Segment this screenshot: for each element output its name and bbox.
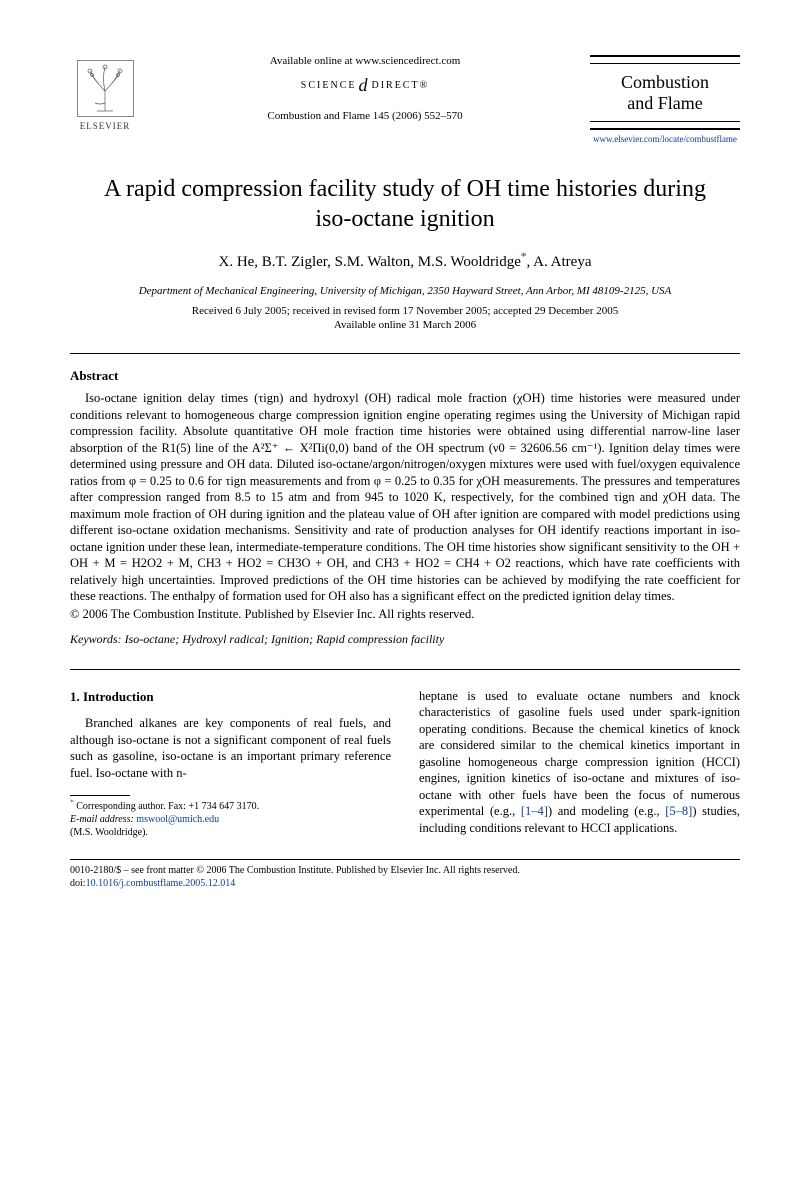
available-online-text: Available online at www.sciencedirect.co… bbox=[155, 55, 575, 67]
intro-heading: 1. Introduction bbox=[70, 688, 391, 705]
column-right: heptane is used to evaluate octane numbe… bbox=[419, 688, 740, 839]
journal-url[interactable]: www.elsevier.com/locate/combustflame bbox=[590, 134, 740, 144]
intro-col2a: heptane is used to evaluate octane numbe… bbox=[419, 689, 740, 819]
sd-text-left: SCIENCE bbox=[301, 80, 357, 91]
ref-link-2[interactable]: [5–8] bbox=[665, 804, 692, 818]
publisher-name: ELSEVIER bbox=[80, 121, 131, 131]
keywords-text: Iso-octane; Hydroxyl radical; Ignition; … bbox=[122, 632, 445, 646]
footnote-rule bbox=[70, 795, 130, 796]
footnote-name: (M.S. Wooldridge). bbox=[70, 826, 391, 839]
elsevier-tree-icon bbox=[77, 60, 134, 117]
sd-text-right: DIRECT® bbox=[371, 80, 429, 91]
journal-brand: Combustion and Flame www.elsevier.com/lo… bbox=[590, 55, 740, 144]
sd-mark-icon: d bbox=[358, 75, 369, 96]
journal-title-box: Combustion and Flame bbox=[590, 55, 740, 130]
doi-label: doi: bbox=[70, 878, 86, 889]
received-dates: Received 6 July 2005; received in revise… bbox=[70, 305, 740, 317]
authors-main: X. He, B.T. Zigler, S.M. Walton, M.S. Wo… bbox=[218, 254, 520, 270]
abstract-heading: Abstract bbox=[70, 368, 740, 384]
footnote-corresponding: * Corresponding author. Fax: +1 734 647 … bbox=[70, 800, 391, 813]
footnote-email-line: E-mail address: mswool@umich.edu bbox=[70, 813, 391, 826]
footnote-block: * Corresponding author. Fax: +1 734 647 … bbox=[70, 800, 391, 839]
journal-name-2: and Flame bbox=[590, 93, 740, 114]
journal-title-inner: Combustion and Flame bbox=[590, 63, 740, 122]
affiliation: Department of Mechanical Engineering, Un… bbox=[70, 285, 740, 297]
divider-top bbox=[70, 353, 740, 354]
keywords-label: Keywords: bbox=[70, 632, 122, 646]
intro-col2b: ) and modeling (e.g., bbox=[548, 804, 665, 818]
page: ELSEVIER Available online at www.science… bbox=[0, 0, 810, 930]
journal-name-1: Combustion bbox=[590, 72, 740, 93]
citation-line: Combustion and Flame 145 (2006) 552–570 bbox=[155, 110, 575, 122]
column-left: 1. Introduction Branched alkanes are key… bbox=[70, 688, 391, 839]
authors-tail: , A. Atreya bbox=[527, 254, 592, 270]
online-date: Available online 31 March 2006 bbox=[70, 319, 740, 331]
footer-copyright: 0010-2180/$ – see front matter © 2006 Th… bbox=[70, 864, 740, 877]
footnote-email-label: E-mail address: bbox=[70, 814, 134, 825]
doi-link[interactable]: 10.1016/j.combustflame.2005.12.014 bbox=[86, 878, 236, 889]
abstract-copyright: © 2006 The Combustion Institute. Publish… bbox=[70, 607, 740, 622]
header-row: ELSEVIER Available online at www.science… bbox=[70, 55, 740, 144]
sciencedirect-logo: SCIENCEdDIRECT® bbox=[301, 75, 429, 96]
intro-para-1: Branched alkanes are key components of r… bbox=[70, 715, 391, 781]
header-center: Available online at www.sciencedirect.co… bbox=[140, 55, 590, 122]
keywords: Keywords: Iso-octane; Hydroxyl radical; … bbox=[70, 632, 740, 647]
ref-link-1[interactable]: [1–4] bbox=[521, 804, 548, 818]
author-list: X. He, B.T. Zigler, S.M. Walton, M.S. Wo… bbox=[70, 254, 740, 271]
footer-doi-line: doi:10.1016/j.combustflame.2005.12.014 bbox=[70, 877, 740, 890]
footnote-corr-text: Corresponding author. Fax: +1 734 647 31… bbox=[76, 801, 259, 812]
abstract-body: Iso-octane ignition delay times (τign) a… bbox=[70, 390, 740, 605]
divider-bottom bbox=[70, 669, 740, 670]
footer: 0010-2180/$ – see front matter © 2006 Th… bbox=[70, 859, 740, 890]
footnote-email[interactable]: mswool@umich.edu bbox=[136, 814, 219, 825]
footnote-mark-icon: * bbox=[70, 798, 74, 807]
article-title: A rapid compression facility study of OH… bbox=[100, 174, 710, 234]
body-columns: 1. Introduction Branched alkanes are key… bbox=[70, 688, 740, 839]
publisher-logo: ELSEVIER bbox=[70, 55, 140, 135]
